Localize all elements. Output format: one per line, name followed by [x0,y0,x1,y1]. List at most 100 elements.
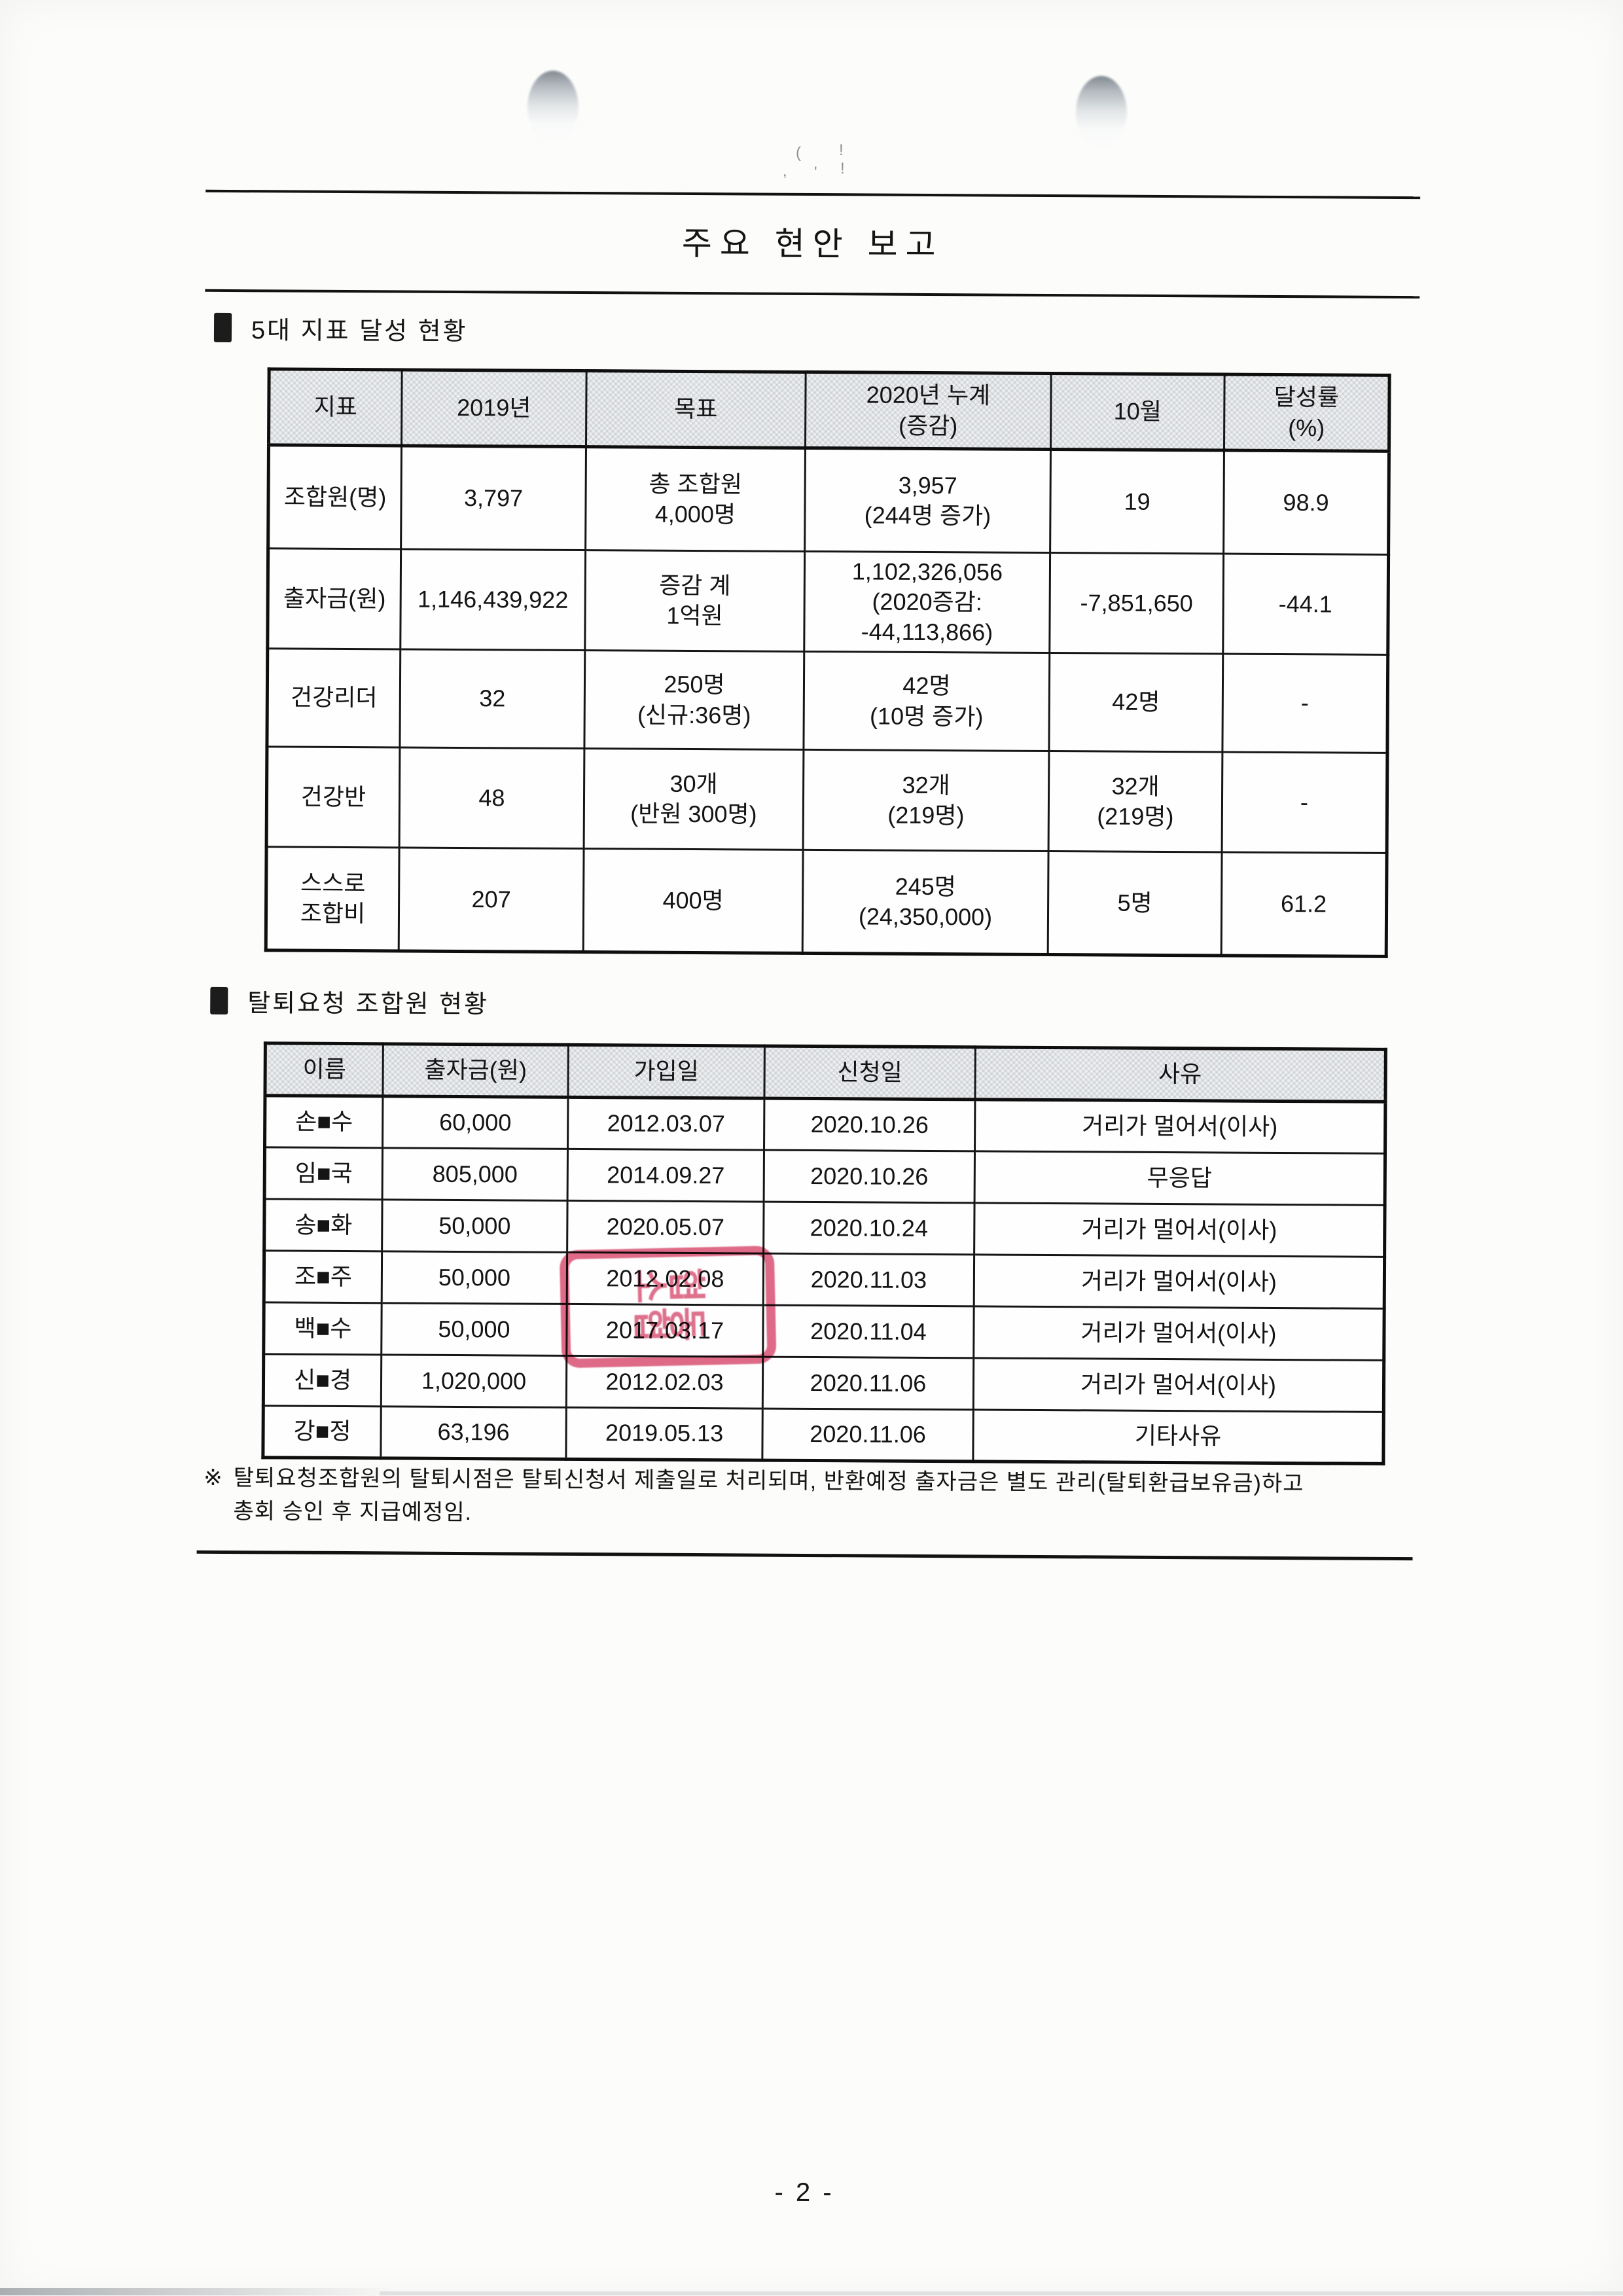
table-cell: 2020.10.24 [763,1202,975,1255]
scan-edge-smudge [0,2288,393,2295]
table-row: 조■주 50,000 2012.02.08 2020.11.03 거리가 멀어서… [264,1250,1385,1309]
scan-artifact-mark: ! [840,160,845,177]
table-row: 조합원(명) 3,797 총 조합원 4,000명 3,957 (244명 증가… [268,444,1389,555]
withdrawal-table: 이름 출자금(원) 가입일 신청일 사유 손■수 60,000 2012.03.… [261,1041,1387,1465]
member-name: 임■국 [264,1147,383,1200]
column-header: 2019년 [401,369,587,447]
scan-artifact-mark: , [783,162,787,180]
table-cell: 2020.10.26 [764,1150,975,1203]
table-cell: 60,000 [382,1096,568,1149]
member-name: 백■수 [263,1302,382,1355]
table-cell: 19 [1050,449,1224,554]
table-cell: 2019.05.13 [565,1407,763,1461]
bullet-square-icon [210,986,228,1014]
table-cell: 50,000 [382,1251,567,1304]
table-cell: 1,102,326,056 (2020증감: -44,113,866) [804,551,1050,653]
table-cell: 48 [399,747,584,849]
table-row: 건강반 48 30개 (반원 300명) 32개 (219명) 32개 (219… [266,746,1387,853]
table-header-row: 지표 2019년 목표 2020년 누계 (증감) 10월 달성률 (%) [268,368,1390,452]
table-cell: 1,146,439,922 [400,548,586,651]
table-cell: 2020.11.03 [763,1253,974,1306]
table-cell: 400명 [583,848,804,954]
punch-hole-shadow-right [1076,76,1127,149]
red-seal-stamp-inner: 협동 소협 [569,1255,767,1359]
column-header: 사유 [974,1047,1386,1102]
table-cell: 거리가 멀어서(이사) [974,1099,1385,1154]
scan-artifact-mark: ! [839,141,844,159]
column-header: 10월 [1050,373,1225,451]
table-row: 건강리더 32 250명 (신규:36명) 42명 (10명 증가) 42명 - [266,648,1388,753]
table-cell: 2020.11.04 [762,1305,974,1358]
table-row: 출자금(원) 1,146,439,922 증감 계 1억원 1,102,326,… [267,548,1389,655]
column-header: 달성률 (%) [1224,374,1390,452]
table-cell: 98.9 [1223,450,1389,555]
footer-rule [196,1550,1413,1561]
table-cell: -44.1 [1222,554,1389,655]
column-header: 가입일 [567,1045,765,1099]
table-cell: 2020.10.26 [764,1098,975,1151]
table-cell: 2020.11.06 [762,1357,974,1410]
table-cell: 출자금(원) [267,548,401,649]
member-name: 조■주 [264,1250,382,1303]
footnote-text: 탈퇴요청조합원의 탈퇴시점은 탈퇴신청서 제출일로 처리되며, 반환예정 출자금… [233,1465,1304,1526]
table-cell: 스스로 조합비 [266,846,400,951]
member-name: 신■경 [263,1354,382,1407]
table-cell: 건강리더 [266,648,401,747]
table-cell: 5명 [1048,851,1222,956]
table-cell: 거리가 멀어서(이사) [973,1357,1384,1412]
table-row: 손■수 60,000 2012.03.07 2020.10.26 거리가 멀어서… [264,1095,1385,1154]
table-cell: 2020.11.06 [762,1408,974,1462]
red-seal-stamp: 협동 소협 [559,1246,777,1369]
table-cell: - [1222,752,1387,853]
table-cell: 207 [399,847,584,952]
column-header: 출자금(원) [382,1043,569,1098]
member-name: 송■화 [264,1198,383,1251]
table-cell: 기타사유 [972,1409,1384,1464]
scan-artifact-mark: ' [814,164,817,181]
table-cell: 32개 (219명) [1048,751,1222,853]
section-heading-label: 탈퇴요청 조합원 현황 [247,990,490,1019]
punch-hole-shadow-left [527,71,579,144]
table-cell: 거리가 멀어서(이사) [974,1254,1385,1309]
table-cell: 61.2 [1221,852,1387,957]
table-cell: 42명 [1048,653,1223,753]
column-header: 2020년 누계 (증감) [805,372,1052,450]
table-cell: - [1222,654,1388,753]
table-row: 강■정 63,196 2019.05.13 2020.11.06 기타사유 [262,1405,1384,1464]
table-cell: 63,196 [380,1406,567,1460]
table-row: 백■수 50,000 2017.03.17 2020.11.04 거리가 멀어서… [263,1302,1385,1361]
table-cell: 조합원(명) [268,444,402,549]
table-row: 송■화 50,000 2020.05.07 2020.10.24 거리가 멀어서… [264,1198,1385,1257]
section-heading-label: 5대 지표 달성 현황 [251,317,468,346]
member-name: 강■정 [262,1405,382,1458]
bullet-square-icon [213,312,232,343]
indicators-table: 지표 2019년 목표 2020년 누계 (증감) 10월 달성률 (%) 조합… [264,367,1391,958]
table-cell: 245명 (24,350,000) [802,850,1049,955]
table-header-row: 이름 출자금(원) 가입일 신청일 사유 [264,1043,1386,1102]
table-cell: 2012.03.07 [567,1097,764,1151]
table-row: 신■경 1,020,000 2012.02.03 2020.11.06 거리가 … [263,1354,1384,1412]
table-cell: 50,000 [382,1199,568,1253]
red-seal-stamp-text: 협동 소협 [628,1267,709,1347]
table-cell: 250명 (신규:36명) [584,650,804,750]
table-cell: 50,000 [381,1302,567,1356]
table-row: 임■국 805,000 2014.09.27 2020.10.26 무응답 [264,1147,1385,1206]
table-cell: 30개 (반원 300명) [584,748,804,850]
table-cell: 805,000 [382,1147,568,1201]
table-cell: 거리가 멀어서(이사) [973,1306,1385,1361]
footnote: ※ 탈퇴요청조합원의 탈퇴시점은 탈퇴신청서 제출일로 처리되며, 반환예정 출… [204,1462,1432,1535]
column-header: 신청일 [764,1046,976,1100]
column-header: 목표 [586,370,806,448]
section-heading-withdrawals: 탈퇴요청 조합원 현황 [210,982,489,1020]
page-title: 주요 현안 보고 [681,224,944,264]
footnote-marker: ※ [204,1465,223,1490]
table-cell: 증감 계 1억원 [584,550,805,652]
table-cell: 32개 (219명) [803,749,1049,852]
table-cell: 1,020,000 [381,1354,567,1408]
page-number: - 2 - [774,2178,834,2208]
table-cell: 2020.05.07 [567,1200,764,1254]
scan-artifact-mark: ( [796,144,801,162]
column-header: 이름 [264,1043,383,1096]
